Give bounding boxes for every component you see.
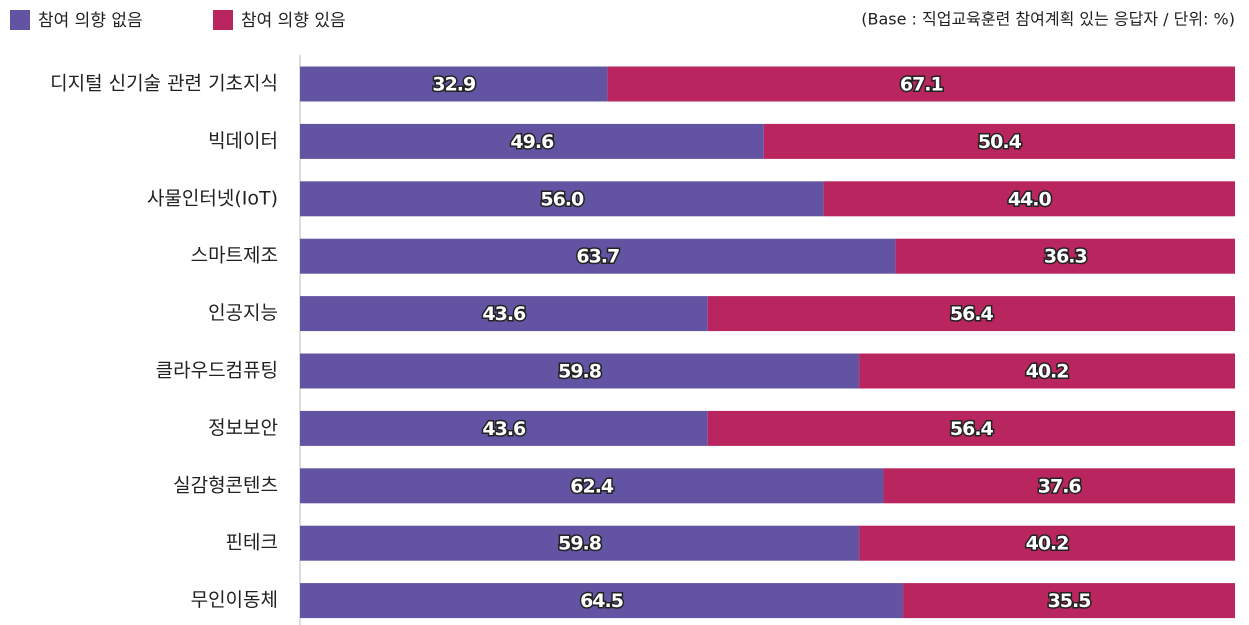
bar-segment <box>300 468 884 504</box>
bar-segment <box>300 238 896 274</box>
value-label: 32.9 <box>432 74 475 96</box>
bar-segment <box>300 525 860 561</box>
value-label: 44.0 <box>1008 188 1052 210</box>
value-label: 67.1 <box>900 74 943 96</box>
category-label: 빅데이터 <box>208 130 278 152</box>
value-label: 64.5 <box>580 590 623 612</box>
bar-segment <box>607 66 1235 102</box>
category-label: 실감형콘텐츠 <box>173 474 278 496</box>
value-label: 59.8 <box>558 533 602 555</box>
bar-segment <box>823 181 1235 217</box>
legend-label: 참여 의향 있음 <box>241 11 346 31</box>
value-label: 49.6 <box>510 131 554 153</box>
legend-label: 참여 의향 없음 <box>38 11 143 31</box>
bar-segment <box>895 238 1235 274</box>
bar-segment <box>300 410 708 446</box>
value-label: 35.5 <box>1048 590 1091 612</box>
value-label: 62.4 <box>570 475 614 497</box>
value-label: 43.6 <box>482 418 526 440</box>
value-label: 36.3 <box>1044 246 1087 268</box>
annotation: (Base : 직업교육훈련 참여계획 있는 응답자 / 단위: %) <box>861 10 1235 29</box>
bar-segment <box>883 468 1235 504</box>
category-label: 정보보안 <box>208 417 278 439</box>
bar-segment <box>300 123 764 159</box>
category-label: 클라우드컴퓨팅 <box>156 360 278 382</box>
value-label: 50.4 <box>978 131 1022 153</box>
value-label: 37.6 <box>1038 475 1082 497</box>
value-label: 63.7 <box>576 246 619 268</box>
legend-swatch <box>10 10 30 30</box>
bar-segment <box>300 66 608 102</box>
category-label: 디지털 신기술 관련 기초지식 <box>50 73 278 95</box>
category-label: 사물인터넷(IoT) <box>147 187 278 209</box>
category-label: 인공지능 <box>208 302 278 324</box>
category-label: 핀테크 <box>226 532 278 554</box>
bar-segment <box>859 353 1235 389</box>
category-label: 무인이동체 <box>191 589 278 611</box>
bar-segment <box>300 296 708 332</box>
bar-segment <box>707 410 1235 446</box>
bar-segment <box>300 353 860 389</box>
bar-segment <box>300 583 904 619</box>
bar-segment <box>300 181 824 217</box>
category-label: 스마트제조 <box>191 245 278 267</box>
bar-segment <box>903 583 1235 619</box>
value-label: 43.6 <box>482 303 526 325</box>
bar-segment <box>707 296 1235 332</box>
value-label: 59.8 <box>558 361 602 383</box>
value-label: 40.2 <box>1026 361 1069 383</box>
value-label: 40.2 <box>1026 533 1069 555</box>
legend-swatch <box>213 10 233 30</box>
bar-segment <box>859 525 1235 561</box>
value-label: 56.4 <box>950 303 994 325</box>
value-label: 56.4 <box>950 418 994 440</box>
value-label: 56.0 <box>540 188 584 210</box>
bar-segment <box>763 123 1235 159</box>
